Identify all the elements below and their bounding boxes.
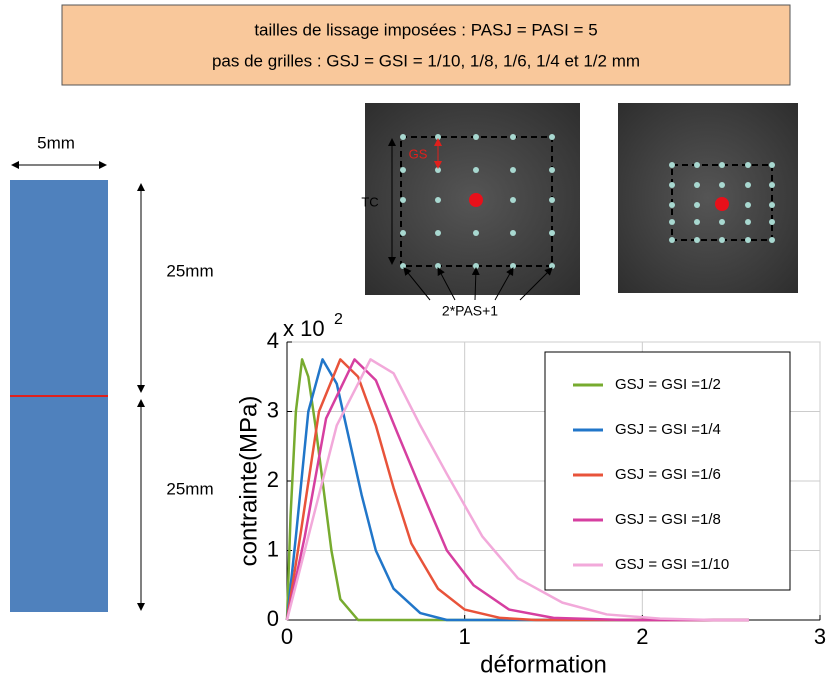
legend-label: GSJ = GSI =1/6	[615, 466, 721, 483]
header-line: pas de grilles : GSJ = GSI = 1/10, 1/8, …	[212, 51, 640, 70]
grid-point	[473, 167, 479, 173]
series-line	[285, 358, 749, 622]
grid-point	[719, 162, 725, 168]
grid-point	[745, 219, 751, 225]
grid-point	[669, 219, 675, 225]
grid-point	[549, 134, 555, 140]
legend-label: GSJ = GSI =1/8	[615, 511, 721, 528]
grid-point	[745, 237, 751, 243]
lower-label: 25mm	[166, 479, 213, 498]
center-point	[715, 197, 729, 211]
grid-point	[510, 134, 516, 140]
series-line	[285, 358, 749, 622]
grid-point	[435, 230, 441, 236]
grid-point	[694, 162, 700, 168]
grid-point	[769, 237, 775, 243]
y-multiplier: x 10	[283, 316, 325, 341]
center-point	[469, 193, 483, 207]
photo-right	[618, 103, 798, 293]
grid-point	[549, 167, 555, 173]
header-box	[61, 4, 791, 86]
gs-label: GS	[409, 146, 428, 161]
legend-box	[544, 351, 791, 591]
series-line	[285, 358, 749, 622]
y-tick-label: 2	[267, 467, 279, 492]
grid-point	[669, 202, 675, 208]
grid-point	[719, 182, 725, 188]
x-tick-label: 0	[281, 624, 293, 649]
grid-point	[669, 237, 675, 243]
y-tick-label: 3	[267, 397, 279, 422]
y-axis-label: contrainte(MPa)	[235, 396, 262, 567]
width-label: 5mm	[37, 133, 75, 152]
chart: 0 1 2 3 0 1 2 3 4 déformation contrainte(MPa) x 10 2…	[235, 311, 826, 678]
grid-point	[400, 167, 406, 173]
grid-point	[719, 219, 725, 225]
grid-point	[400, 197, 406, 203]
legend-label: GSJ = GSI =1/4	[615, 421, 721, 438]
tc-label: TC	[361, 194, 378, 209]
grid-points	[400, 134, 775, 269]
grid-point	[769, 162, 775, 168]
grid-point	[400, 263, 406, 269]
grid-point	[694, 202, 700, 208]
series-line	[285, 358, 749, 622]
grid-point	[549, 230, 555, 236]
grid-point	[549, 197, 555, 203]
grid-point	[510, 230, 516, 236]
grid-point	[510, 167, 516, 173]
grid-point	[510, 197, 516, 203]
grid-point	[745, 162, 751, 168]
grid-point	[769, 219, 775, 225]
grid-point	[435, 197, 441, 203]
y-tick-label: 1	[267, 536, 279, 561]
series-line	[285, 358, 749, 622]
y-tick-label: 4	[267, 328, 279, 353]
grid-point	[400, 134, 406, 140]
grid-point	[769, 182, 775, 188]
legend-label: GSJ = GSI =1/10	[615, 556, 729, 573]
grid-point	[694, 237, 700, 243]
grid-point	[769, 202, 775, 208]
y-tick-label: 0	[267, 606, 279, 631]
x-axis-label: déformation	[480, 651, 607, 678]
grid-point	[669, 162, 675, 168]
pas-arrows	[403, 267, 553, 301]
grid-point	[694, 182, 700, 188]
grid-point	[473, 134, 479, 140]
legend-label: GSJ = GSI =1/2	[615, 376, 721, 393]
x-tick-label: 2	[636, 624, 648, 649]
header-line: tailles de lissage imposées : PASJ = PAS…	[254, 20, 597, 39]
grid-point	[719, 237, 725, 243]
x-tick-label: 1	[459, 624, 471, 649]
grid-point	[473, 230, 479, 236]
grid-point	[694, 219, 700, 225]
y-multiplier-exp: 2	[334, 311, 343, 328]
grid-point	[669, 182, 675, 188]
pas-label: 2*PAS+1	[442, 303, 498, 319]
grid-point	[400, 230, 406, 236]
grid-point	[745, 202, 751, 208]
grid-point	[745, 182, 751, 188]
x-tick-label: 3	[814, 624, 826, 649]
upper-label: 25mm	[166, 261, 213, 280]
